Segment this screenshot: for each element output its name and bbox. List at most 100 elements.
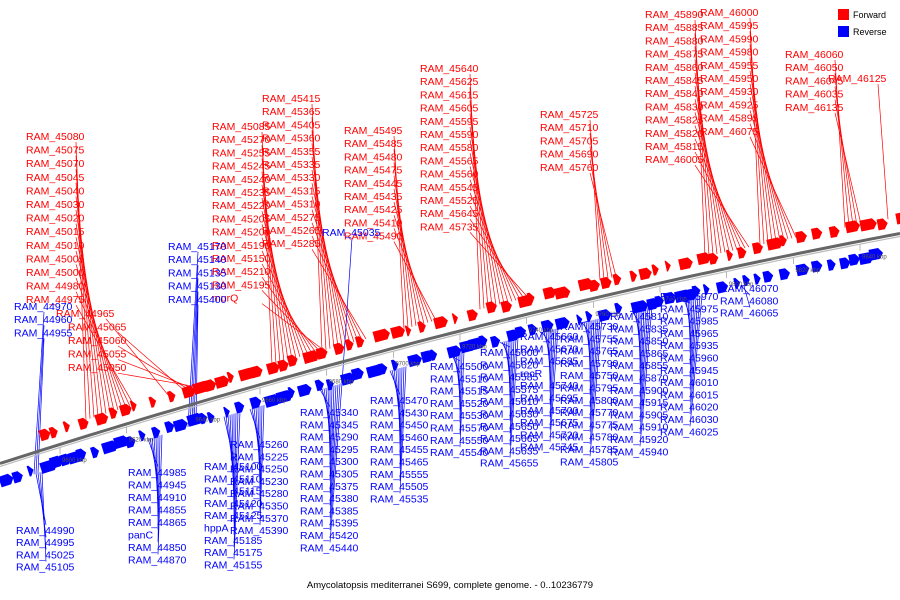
reverse-gene-label: RAM_45450 (370, 420, 429, 432)
forward-gene-label: RAM_45255 (212, 147, 271, 159)
forward-gene-label: RAM_46075 (700, 126, 759, 138)
reverse-gene-arrow (198, 412, 208, 425)
reverse-gene-label: RAM_46030 (660, 414, 719, 426)
forward-gene-label: RAM_45615 (420, 89, 479, 101)
forward-gene-arrow (108, 407, 118, 420)
forward-gene-arrow (214, 375, 230, 389)
forward-leader-line (469, 126, 497, 306)
forward-leader-line (311, 143, 335, 348)
forward-leader-line (105, 318, 169, 396)
axis-tick-label: 9700 kbp (395, 362, 420, 368)
axis-tick-label: 9840 kbp (862, 255, 887, 261)
reverse-gene-label: RAM_45750 (560, 370, 619, 382)
forward-gene-label: RAM_45270 (212, 134, 271, 146)
reverse-leader-line (549, 328, 559, 442)
forward-gene-arrow (678, 257, 693, 271)
forward-gene-arrow (895, 212, 900, 225)
forward-gene-arrow (859, 218, 877, 232)
forward-gene-label: RAM_45355 (262, 146, 321, 158)
forward-gene-arrow (466, 309, 478, 322)
reverse-gene-label: RAM_45115 (204, 486, 262, 498)
reverse-gene-label: RAM_45345 (300, 419, 359, 431)
forward-gene-label: RAM_45955 (700, 60, 759, 72)
forward-gene-label: RAM_45950 (700, 73, 759, 85)
reverse-gene-label: RAM_45670 (520, 343, 579, 355)
forward-gene-label: RAM_45545 (420, 182, 479, 194)
reverse-gene-arrow (848, 253, 860, 266)
reverse-gene-label: RAM_45130 (168, 281, 227, 293)
reverse-leader-line (329, 384, 339, 518)
reverse-gene-label: RAM_45155 (204, 559, 263, 571)
reverse-gene-label: RAM_44995 (16, 537, 75, 549)
forward-leader-line (261, 303, 325, 351)
forward-gene-label: RAM_45480 (344, 151, 403, 163)
legend-reverse-label: Reverse (853, 27, 887, 37)
forward-leader-line (393, 149, 409, 328)
forward-leader-line (469, 113, 493, 307)
forward-leader-line (393, 228, 433, 322)
forward-leader-line (75, 264, 123, 409)
reverse-gene-label: RAM_44865 (128, 517, 187, 529)
forward-gene-label: RAM_45880 (645, 35, 704, 47)
reverse-leader-line (589, 320, 593, 395)
forward-gene-label: RAM_45150 (212, 253, 271, 265)
forward-leader-line (117, 372, 197, 388)
reverse-gene-arrow (26, 465, 34, 477)
reverse-gene-label: RAM_46020 (660, 402, 719, 414)
axis-tick-label: 9680 kbp (329, 380, 354, 386)
figure-caption: Amycolatopsis mediterranei S699, complet… (307, 580, 593, 591)
legend-forward-swatch (838, 9, 849, 20)
forward-gene-arrow (344, 339, 354, 351)
forward-gene-arrow (372, 328, 390, 343)
forward-gene-label: RAM_45010 (26, 240, 85, 252)
reverse-leader-line (399, 366, 407, 494)
reverse-gene-label: RAM_45675 (520, 417, 579, 429)
reverse-gene-label: RAM_45350 (230, 501, 289, 513)
forward-gene-arrow (766, 237, 783, 251)
reverse-gene-label: RAM_45530 (430, 410, 489, 422)
forward-gene-arrow (148, 396, 157, 408)
reverse-gene-label: RAM_46025 (660, 426, 719, 438)
reverse-gene-label: RAM_45965 (660, 328, 719, 340)
reverse-gene-arrow (753, 273, 761, 285)
reverse-gene-arrow (48, 455, 64, 469)
forward-leader-line (261, 184, 289, 361)
reverse-leader-line (259, 405, 265, 526)
reverse-gene-arrow (296, 383, 312, 398)
forward-gene-label: RAM_45705 (540, 135, 599, 147)
forward-leader-line (589, 146, 609, 279)
reverse-gene-label: RAM_45785 (560, 444, 619, 456)
reverse-gene-arrow (514, 326, 527, 339)
reverse-gene-label: RAM_45400 (168, 294, 227, 306)
reverse-leader-line (509, 338, 515, 434)
reverse-gene-label: RAM_44945 (128, 480, 187, 492)
reverse-gene-label: RAM_45855 (610, 360, 669, 372)
reverse-gene-label: RAM_46080 (720, 295, 779, 307)
forward-gene-label: RAM_45275 (262, 212, 321, 224)
reverse-gene-arrow (164, 421, 175, 434)
reverse-gene-label: RAM_45455 (370, 444, 429, 456)
reverse-gene-arrow (614, 302, 623, 315)
reverse-gene-label: RAM_45555 (370, 469, 429, 481)
reverse-gene-arrow (597, 309, 612, 322)
reverse-gene-label: RAM_45340 (300, 407, 359, 419)
reverse-gene-label: RAM_45610 (480, 396, 539, 408)
forward-gene-label: RAM_46045 (785, 75, 844, 87)
forward-gene-label: RAM_45590 (420, 129, 479, 141)
axis-band-shadow (0, 235, 900, 468)
reverse-gene-label: RAM_45685 (520, 356, 579, 368)
reverse-gene-arrow (839, 257, 851, 270)
reverse-gene-label: RAM_45910 (610, 422, 669, 434)
reverse-gene-label: RAM_45465 (370, 457, 429, 469)
reverse-gene-label: RAM_45660 (520, 331, 579, 343)
forward-gene-label: RAM_45890 (645, 9, 704, 21)
forward-leader-line (749, 57, 773, 243)
reverse-leader-line (639, 306, 653, 447)
forward-gene-arrow (277, 359, 289, 372)
forward-gene-label: RAM_45860 (645, 62, 704, 74)
reverse-gene-label: RAM_45175 (204, 547, 263, 559)
reverse-leader-line (689, 296, 699, 402)
reverse-gene-arrow (233, 401, 245, 414)
forward-gene-label: RAM_45330 (262, 172, 321, 184)
forward-gene-label: RAM_45885 (645, 22, 704, 34)
